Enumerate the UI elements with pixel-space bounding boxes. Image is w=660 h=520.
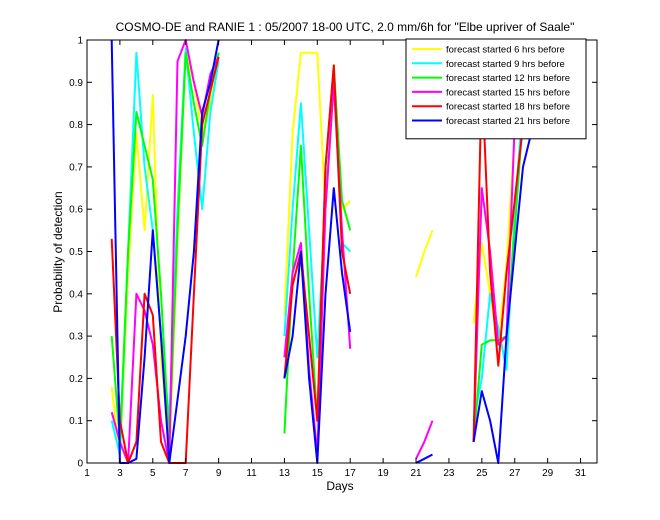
x-tick-label: 13 [279, 468, 291, 479]
legend-label: forecast started 6 hrs before [446, 45, 565, 56]
y-tick-label: 0.9 [69, 78, 83, 89]
y-tick-label: 0.2 [69, 374, 83, 385]
y-tick-label: 0.7 [69, 162, 83, 173]
x-tick-label: 7 [183, 468, 189, 479]
chart-title: COSMO-DE and RANIE 1 : 05/2007 18-00 UTC… [116, 20, 575, 34]
x-tick-label: 19 [378, 468, 390, 479]
legend-label: forecast started 18 hrs before [446, 102, 570, 113]
legend-label: forecast started 21 hrs before [446, 116, 570, 127]
axes-layer: 1 3 5 7 9 11 13 15 17 19 21 23 25 27 29 3100.10.20.30.4… [69, 36, 598, 479]
x-tick-label: 29 [542, 468, 554, 479]
legend-label: forecast started 12 hrs before [446, 73, 570, 84]
y-tick-label: 0.8 [69, 120, 83, 131]
y-tick-label: 0.4 [69, 289, 83, 300]
x-tick-label: 3 [117, 468, 123, 479]
x-tick-label: 15 [312, 468, 324, 479]
x-tick-label: 21 [410, 468, 422, 479]
x-tick-label: 23 [443, 468, 455, 479]
x-axis-label: Days [326, 479, 353, 493]
legend-label: forecast started 15 hrs before [446, 87, 570, 98]
x-tick-label: 11 [246, 468, 257, 479]
x-tick-label: 27 [509, 468, 521, 479]
y-tick-label: 0.6 [69, 205, 83, 216]
x-tick-label: 1 [84, 468, 90, 479]
x-tick-label: 5 [150, 468, 156, 479]
y-tick-label: 0.5 [69, 247, 83, 258]
y-tick-label: 1 [77, 36, 83, 47]
y-tick-label: 0.1 [69, 416, 83, 427]
legend: forecast started 6 hrs before forecast st… [405, 38, 587, 140]
x-tick-label: 25 [476, 468, 488, 479]
x-tick-label: 9 [216, 468, 222, 479]
x-tick-label: 31 [575, 468, 587, 479]
y-tick-label: 0.3 [69, 332, 83, 343]
x-tick-label: 17 [345, 468, 357, 479]
y-tick-label: 0 [77, 459, 83, 470]
y-axis-label: Probability of detection [51, 191, 65, 312]
legend-label: forecast started 9 hrs before [446, 59, 565, 70]
legend-box [405, 38, 587, 140]
